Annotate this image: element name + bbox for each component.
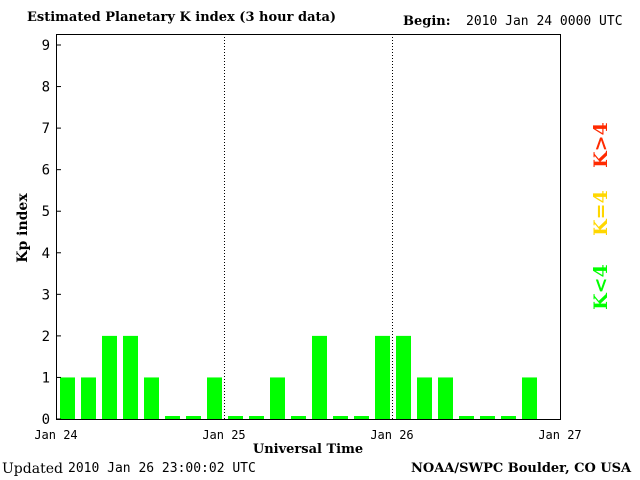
y-tick-label: 2	[42, 329, 50, 345]
y-tick-label: 4	[42, 246, 50, 262]
begin-label: Begin:	[403, 14, 451, 29]
kp-bar	[81, 377, 96, 419]
kp-bar	[249, 416, 264, 419]
kp-bar	[312, 335, 327, 419]
x-tick-label: Jan 24	[34, 428, 77, 442]
kp-bar	[123, 335, 138, 419]
y-tick-label: 7	[42, 121, 50, 137]
kp-bar	[291, 416, 306, 419]
plot-frame	[56, 34, 561, 420]
kp-bar	[60, 377, 75, 419]
updated-value: 2010 Jan 26 23:00:02 UTC	[68, 461, 256, 476]
y-tick-label: 8	[42, 80, 50, 96]
credit-text: NOAA/SWPC Boulder, CO USA	[411, 461, 632, 476]
legend-item: K<4	[590, 264, 612, 310]
legend-item: K=4	[590, 190, 612, 236]
kp-bar	[417, 377, 432, 419]
kp-bar	[165, 416, 180, 419]
kp-bar	[228, 416, 243, 419]
kp-bar	[144, 377, 159, 419]
kp-bar	[375, 335, 390, 419]
begin-value: 2010 Jan 24 0000 UTC	[466, 14, 623, 29]
kp-bar	[501, 416, 516, 419]
kp-bar	[270, 377, 285, 419]
kp-bar	[480, 416, 495, 419]
kp-bar	[522, 377, 537, 419]
y-tick-label: 6	[42, 163, 50, 179]
kp-bar	[186, 416, 201, 419]
y-tick-label: 3	[42, 287, 50, 303]
legend-item: K>4	[590, 122, 612, 168]
kp-bar	[333, 416, 348, 419]
kp-bar	[438, 377, 453, 419]
updated-label: Updated	[2, 461, 63, 477]
y-axis-label: Kp index	[15, 193, 31, 263]
y-tick-label: 9	[42, 38, 50, 54]
x-tick-label: Jan 27	[538, 428, 581, 442]
y-tick-label: 5	[42, 204, 50, 220]
kp-bar	[354, 416, 369, 419]
chart-title: Estimated Planetary K index (3 hour data…	[27, 10, 337, 25]
kp-bar	[102, 335, 117, 419]
kp-bar	[396, 335, 411, 419]
x-tick-label: Jan 26	[370, 428, 413, 442]
x-axis-label: Universal Time	[253, 442, 363, 457]
kp-bar	[459, 416, 474, 419]
kp-bar	[207, 377, 222, 419]
y-tick-label: 0	[42, 412, 50, 428]
x-tick-label: Jan 25	[202, 428, 245, 442]
y-tick-label: 1	[42, 370, 50, 386]
